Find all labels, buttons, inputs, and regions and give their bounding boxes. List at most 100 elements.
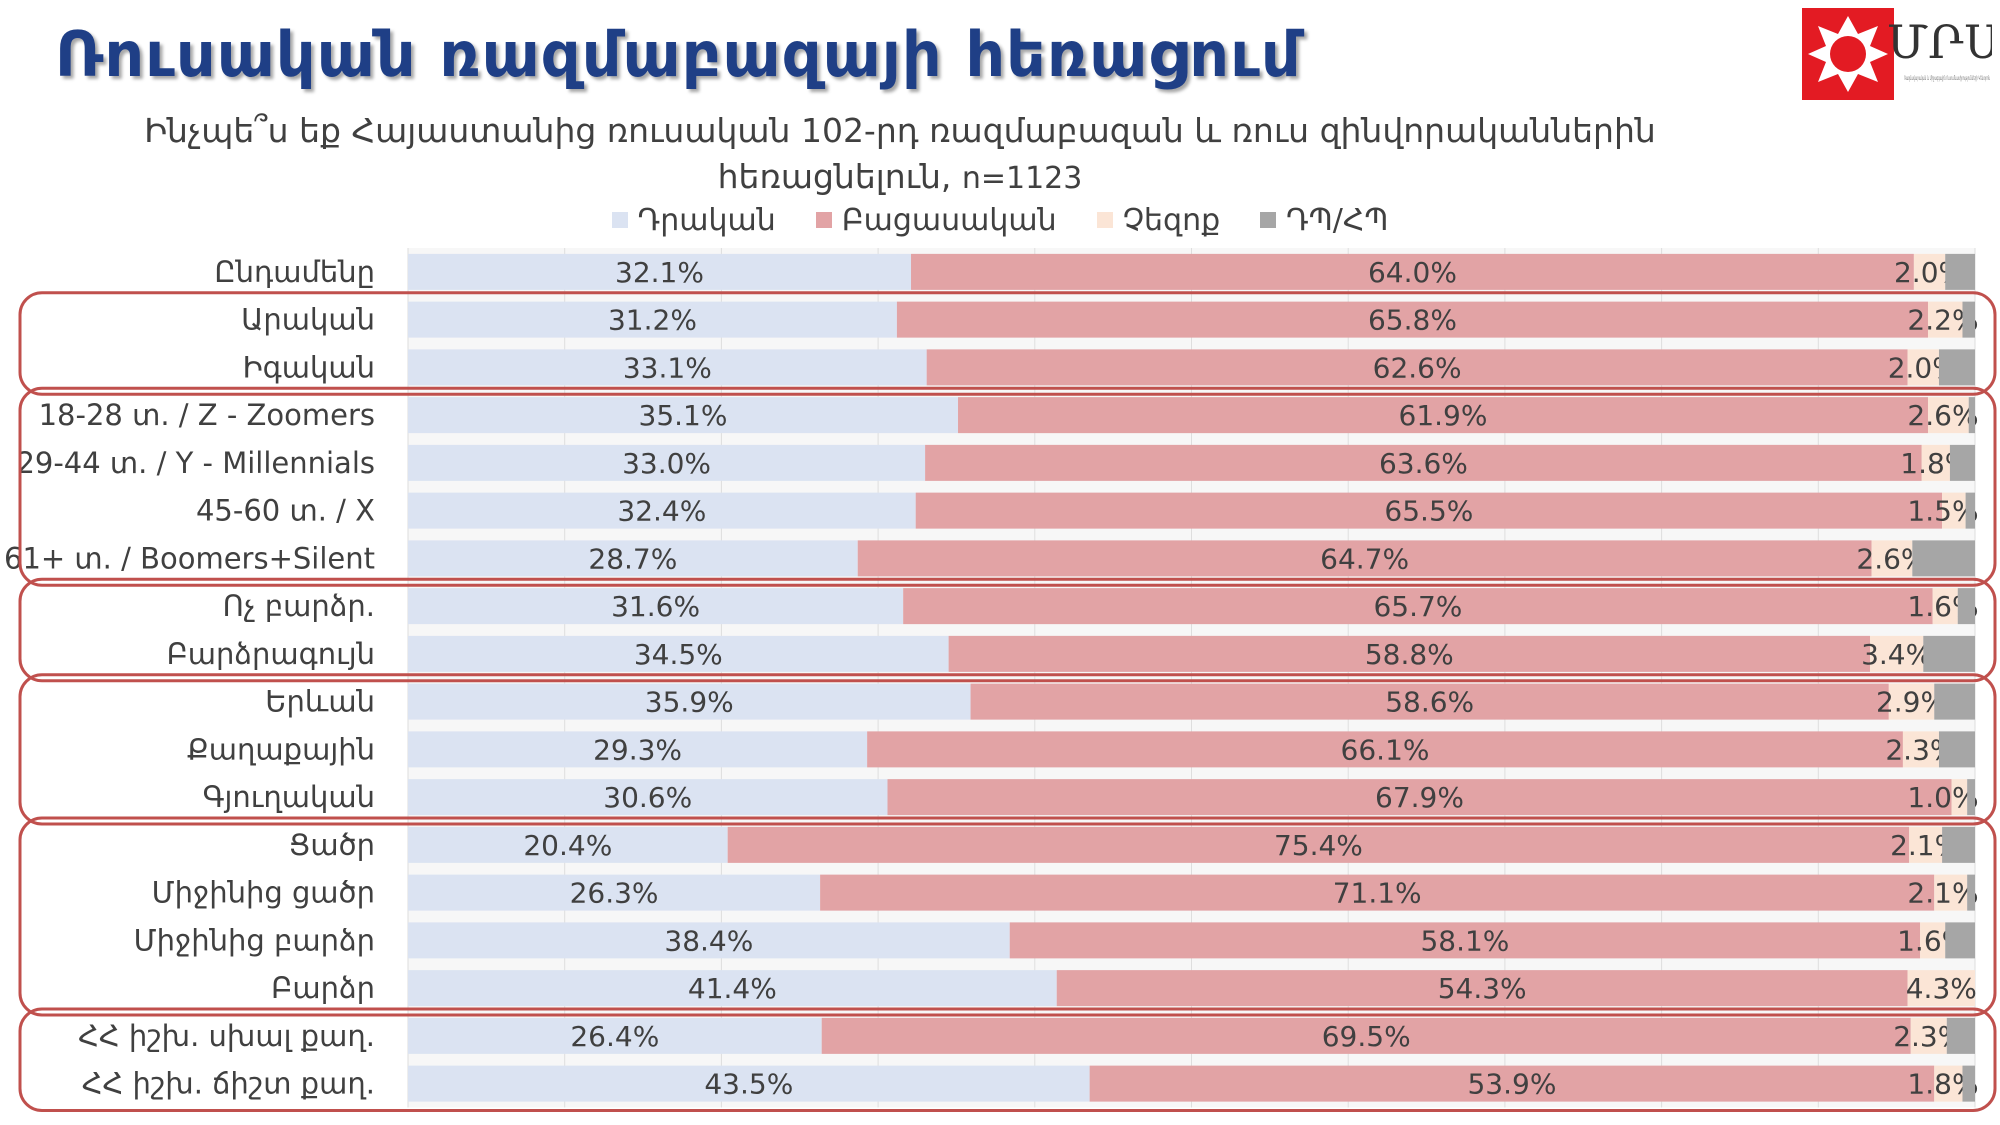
bar-segment-2 — [821, 1017, 1911, 1054]
bar-segment-2 — [911, 253, 1914, 290]
bar-segment-3 — [1942, 492, 1966, 529]
data-label: 35.9% — [645, 686, 734, 719]
data-label: 54.3% — [1438, 972, 1527, 1005]
chart-title: Ռուսական ռազմաբազայի հեռացում — [55, 18, 1302, 91]
group-outline — [18, 673, 1997, 826]
bar-segment-4 — [1945, 253, 1975, 290]
sample-size: n=1123 — [961, 161, 1083, 196]
category-label: Բարձր — [271, 971, 375, 1005]
bar-segment-3 — [1932, 588, 1958, 625]
bar-segment-2 — [727, 826, 1910, 863]
organization-logo: ՄՐՄ Ռազմավարական և Միջազգային Ուսումնասի… — [1802, 8, 1992, 100]
bar-segment-2 — [915, 492, 1943, 529]
legend-item-neutral: Չեզոք — [1096, 202, 1221, 238]
bar-segment-3 — [1907, 349, 1939, 386]
bar-segment-4 — [1967, 779, 1975, 816]
bar-segment-1 — [408, 301, 897, 338]
legend: Դրական Բացասական Չեզոք ԴՊ/ՀՊ — [0, 200, 2000, 240]
bar-segment-1 — [408, 444, 926, 481]
legend-swatch-neutral — [1096, 212, 1113, 228]
data-label: 65.7% — [1373, 590, 1462, 623]
data-label: 3.4% — [1861, 638, 1932, 671]
bar-segment-4 — [1942, 826, 1975, 863]
bar-segment-3 — [1910, 1017, 1947, 1054]
data-label: 69.5% — [1322, 1020, 1411, 1053]
bar-segment-4 — [1967, 874, 1975, 911]
bar-segment-2 — [867, 731, 1903, 768]
bar-segment-1 — [408, 540, 858, 577]
data-label: 53.9% — [1467, 1068, 1556, 1101]
data-label: 4.3% — [1906, 972, 1977, 1005]
bar-segment-1 — [408, 397, 959, 434]
data-label: 33.0% — [622, 447, 711, 480]
bar-segment-4 — [1962, 1065, 1975, 1102]
legend-label-negative: Բացասական — [841, 202, 1057, 238]
bar-segment-3 — [1913, 253, 1946, 290]
bar-segment-1 — [408, 922, 1010, 959]
bar-segment-3 — [1927, 397, 1969, 434]
bar-segment-3 — [1902, 731, 1939, 768]
logo-caption: Ռազմավարական և Միջազգային Ուսումնասիրութ… — [1904, 75, 1990, 82]
bar-segment-4 — [1912, 540, 1975, 577]
category-label: Քաղաքային — [187, 732, 375, 766]
bar-segment-3 — [1909, 826, 1943, 863]
bar-segment-1 — [408, 826, 728, 863]
data-label: 26.3% — [570, 877, 659, 910]
data-label: 58.8% — [1365, 638, 1454, 671]
legend-swatch-dk-na — [1260, 212, 1277, 228]
subtitle-line-2: հեռացնելուն, n=1123 — [140, 154, 1660, 202]
bar-segment-2 — [925, 444, 1922, 481]
group-outline — [18, 291, 1997, 396]
data-label: 26.4% — [570, 1020, 659, 1053]
category-label: Ոչ բարձր. — [223, 589, 375, 623]
data-label: 62.6% — [1373, 351, 1462, 384]
data-label: 32.1% — [615, 256, 704, 289]
bar-segment-1 — [408, 1017, 822, 1054]
bar-segment-3 — [1870, 635, 1924, 672]
bar-segment-3 — [1934, 1065, 1963, 1102]
data-label: 65.8% — [1368, 304, 1457, 337]
bar-segment-2 — [970, 683, 1889, 720]
chart-subtitle: Ինչպե՞ս եք Հայաստանից ռուսական 102-րդ ռա… — [140, 108, 1660, 202]
category-label: 61+ տ. / Boomers+Silent — [4, 541, 375, 575]
group-outline — [18, 1007, 1997, 1112]
bar-segment-2 — [903, 588, 1933, 625]
legend-label-dk-na: ԴՊ/ՀՊ — [1286, 202, 1389, 238]
bar-segment-3 — [1951, 779, 1968, 816]
bar-segment-3 — [1920, 922, 1946, 959]
legend-label-neutral: Չեզոք — [1122, 202, 1221, 238]
bar-segment-2 — [1056, 970, 1908, 1007]
category-label: Բարձրագույն — [167, 637, 375, 671]
data-label: 1.0% — [1907, 781, 1978, 814]
category-label: 18-28 տ. / Z - Zoomers — [39, 398, 375, 432]
category-label: Գյուղական — [203, 780, 375, 814]
data-label: 31.2% — [608, 304, 697, 337]
data-label: 64.7% — [1320, 542, 1409, 575]
data-label: 30.6% — [603, 781, 692, 814]
bar-segment-2 — [948, 635, 1871, 672]
category-label: Երևան — [265, 685, 375, 719]
group-outline — [18, 577, 1997, 683]
bar-segment-1 — [408, 779, 888, 816]
bar-segment-1 — [408, 970, 1057, 1007]
category-label: Միջինից ցածր — [152, 876, 375, 910]
bar-segment-4 — [1957, 588, 1975, 625]
group-outline — [18, 386, 1997, 587]
category-label: 29-44 տ. / Y - Millennials — [16, 446, 375, 480]
bar-segment-4 — [1923, 635, 1975, 672]
bar-segment-1 — [408, 1065, 1090, 1102]
bar-segment-4 — [1962, 301, 1975, 338]
data-label: 2.1% — [1907, 877, 1978, 910]
bar-segment-1 — [408, 635, 949, 672]
data-label: 64.0% — [1368, 256, 1457, 289]
data-label: 32.4% — [617, 495, 706, 528]
data-label: 67.9% — [1375, 781, 1464, 814]
bar-segment-2 — [820, 874, 1935, 911]
logo-center-circle — [1830, 36, 1866, 72]
logo-text: ՄՐՄ — [1887, 15, 1992, 69]
bar-segment-4 — [1938, 731, 1975, 768]
legend-swatch-negative — [815, 212, 832, 228]
data-label: 20.4% — [523, 829, 612, 862]
subtitle-question-end: հեռացնելուն, — [717, 157, 952, 196]
bar-segment-4 — [1934, 683, 1975, 720]
